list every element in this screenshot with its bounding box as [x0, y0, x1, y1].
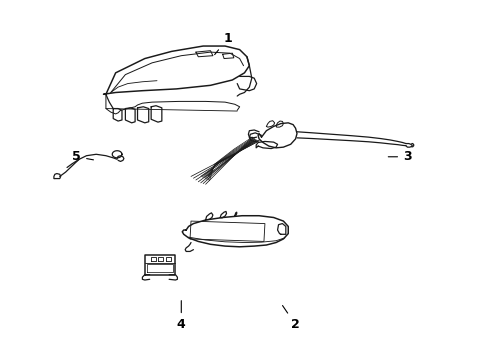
Text: 3: 3: [387, 150, 411, 163]
Text: 5: 5: [72, 150, 93, 163]
Text: 4: 4: [177, 301, 185, 331]
Text: 2: 2: [282, 306, 299, 331]
Text: 1: 1: [214, 32, 231, 55]
